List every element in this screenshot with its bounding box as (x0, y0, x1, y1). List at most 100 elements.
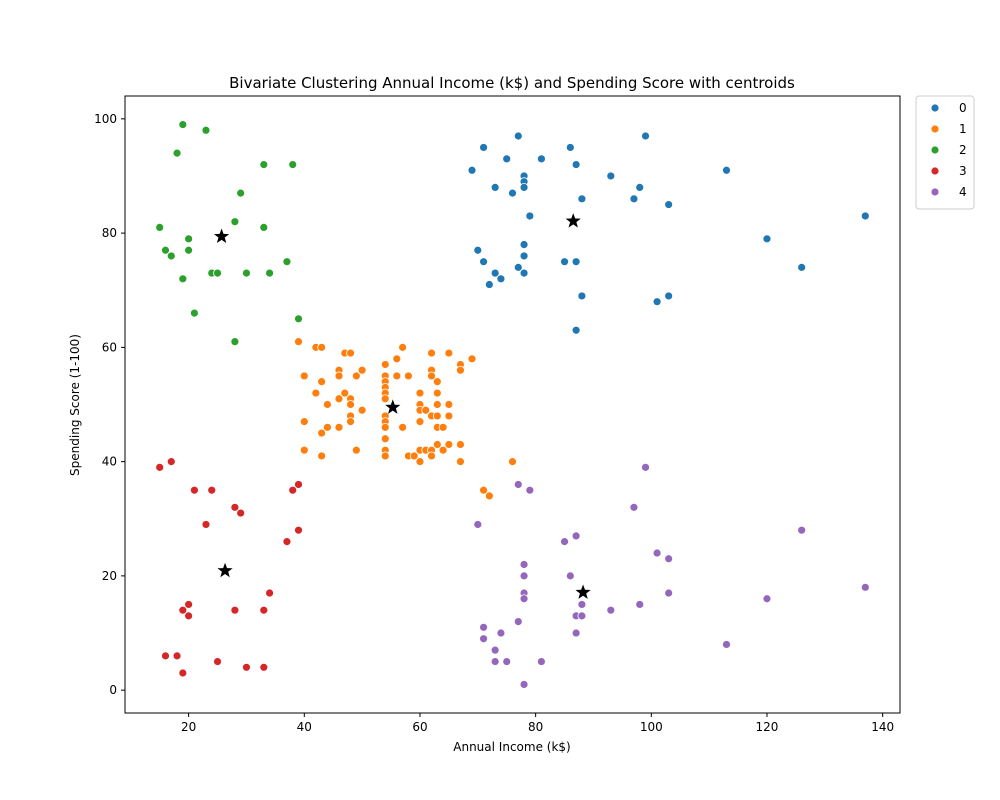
y-tick-label: 80 (102, 226, 117, 240)
data-point-cluster-1 (456, 440, 465, 449)
data-point-cluster-0 (513, 131, 523, 141)
data-point-cluster-1 (444, 348, 454, 358)
data-point-cluster-1 (444, 400, 454, 409)
data-point-cluster-0 (484, 280, 494, 289)
data-point-cluster-0 (571, 160, 581, 169)
data-point-cluster-0 (479, 257, 488, 267)
data-point-cluster-2 (178, 274, 188, 284)
y-tick-label: 60 (102, 340, 117, 354)
data-point-cluster-1 (380, 422, 390, 432)
data-point-cluster-1 (392, 354, 402, 364)
data-point-cluster-1 (415, 388, 425, 398)
chart-title: Bivariate Clustering Annual Income (k$) … (229, 74, 795, 92)
data-point-cluster-4 (606, 605, 616, 615)
data-point-cluster-4 (560, 537, 569, 547)
data-point-cluster-2 (236, 188, 246, 198)
legend-label: 2 (959, 143, 967, 157)
data-point-cluster-3 (230, 605, 240, 615)
data-point-cluster-4 (635, 600, 645, 609)
data-point-cluster-3 (178, 605, 188, 615)
x-tick-label: 120 (756, 720, 779, 734)
data-point-cluster-4 (519, 560, 529, 569)
y-tick-label: 100 (94, 112, 117, 126)
data-point-cluster-1 (456, 365, 465, 375)
data-point-cluster-0 (860, 211, 870, 221)
data-point-cluster-0 (722, 165, 731, 175)
data-point-cluster-1 (346, 400, 355, 409)
data-point-cluster-1 (444, 411, 454, 421)
data-point-cluster-4 (797, 525, 807, 535)
data-point-cluster-0 (577, 291, 587, 301)
legend-label: 1 (959, 122, 967, 136)
x-tick-label: 140 (871, 720, 894, 734)
data-point-cluster-2 (288, 160, 298, 169)
data-point-cluster-4 (502, 657, 512, 666)
data-point-cluster-1 (398, 342, 408, 352)
data-point-cluster-4 (664, 554, 674, 564)
data-point-cluster-0 (664, 200, 674, 209)
data-point-cluster-3 (230, 502, 240, 512)
data-point-cluster-3 (288, 485, 298, 495)
centroid-marker (565, 213, 581, 228)
data-point-cluster-2 (230, 337, 240, 347)
data-point-cluster-0 (519, 251, 529, 261)
data-point-cluster-3 (166, 457, 176, 467)
data-point-cluster-2 (294, 314, 303, 324)
data-point-cluster-1 (432, 377, 442, 387)
data-point-cluster-1 (334, 371, 344, 381)
data-point-cluster-4 (490, 657, 500, 666)
data-point-cluster-0 (490, 183, 500, 192)
data-point-cluster-2 (265, 268, 274, 278)
centroid-marker (575, 584, 591, 599)
data-point-cluster-1 (380, 434, 390, 444)
y-tick-label: 0 (109, 683, 117, 697)
data-point-cluster-1 (415, 457, 425, 467)
centroid-marker (385, 399, 401, 414)
data-point-cluster-0 (565, 143, 575, 152)
data-point-cluster-1 (403, 371, 413, 381)
data-point-cluster-2 (282, 257, 292, 267)
data-point-cluster-1 (357, 405, 367, 415)
data-point-cluster-1 (479, 485, 488, 495)
data-point-cluster-3 (259, 662, 269, 672)
data-point-cluster-0 (571, 257, 581, 267)
data-point-cluster-4 (571, 531, 581, 541)
data-point-cluster-0 (652, 297, 662, 307)
data-point-cluster-1 (346, 417, 355, 427)
data-point-cluster-3 (294, 525, 303, 535)
y-tick-label: 20 (102, 569, 117, 583)
data-point-cluster-4 (565, 571, 575, 581)
data-point-cluster-0 (508, 188, 517, 198)
data-point-cluster-2 (230, 217, 240, 227)
y-tick-label: 40 (102, 455, 117, 469)
data-point-cluster-4 (641, 462, 650, 472)
data-point-cluster-1 (380, 451, 390, 461)
data-point-cluster-4 (722, 640, 731, 649)
legend-label: 4 (959, 185, 967, 199)
data-point-cluster-1 (456, 457, 465, 467)
data-point-cluster-1 (346, 348, 355, 358)
data-point-cluster-1 (432, 400, 442, 409)
data-point-cluster-2 (178, 120, 188, 129)
data-point-cluster-4 (860, 582, 870, 592)
data-point-cluster-1 (432, 411, 442, 421)
data-point-cluster-3 (207, 485, 217, 495)
x-tick-label: 60 (412, 720, 427, 734)
data-point-cluster-4 (762, 594, 772, 604)
data-point-cluster-4 (577, 611, 587, 621)
data-point-cluster-2 (166, 251, 176, 261)
data-point-cluster-1 (398, 422, 408, 432)
data-point-cluster-0 (664, 291, 674, 301)
data-point-cluster-1 (311, 388, 321, 398)
x-tick-label: 40 (297, 720, 312, 734)
data-point-cluster-4 (479, 622, 488, 632)
data-point-cluster-1 (299, 417, 309, 427)
legend-label: 0 (959, 101, 967, 115)
data-point-cluster-3 (236, 508, 246, 518)
data-point-cluster-0 (606, 171, 616, 181)
data-point-cluster-1 (438, 445, 448, 455)
data-point-cluster-2 (213, 268, 222, 278)
legend-marker (930, 124, 940, 134)
